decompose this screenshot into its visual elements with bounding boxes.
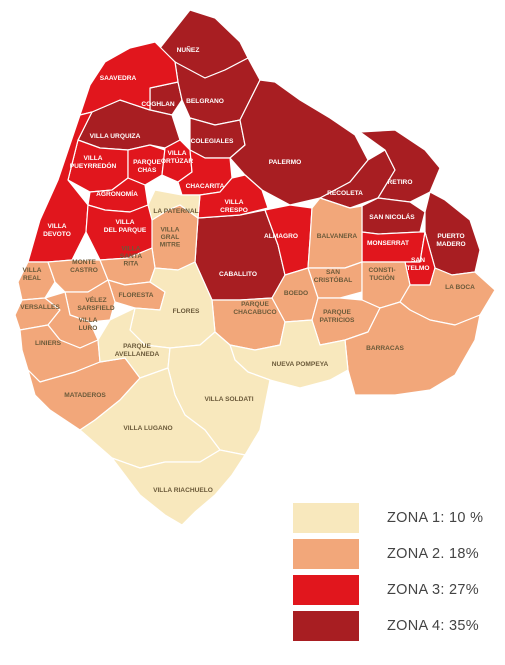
- region-barracas[interactable]: [344, 301, 481, 396]
- neighborhood-label-recoleta: RECOLETA: [327, 190, 363, 197]
- legend-swatch-zona1: [293, 503, 359, 533]
- legend-item: ZONA 1: 10 %: [293, 500, 493, 536]
- neighborhood-label-villa-soldati: VILLA SOLDATI: [204, 396, 253, 403]
- neighborhood-label-villa-santa-rita: VILLA SANTA RITA: [120, 245, 142, 267]
- neighborhood-label-versalles: VERSALLES: [20, 304, 60, 311]
- neighborhood-label-flores: FLORES: [173, 308, 200, 315]
- neighborhood-label-la-boca: LA BOCA: [445, 284, 475, 291]
- neighborhood-label-colegiales: COLEGIALES: [191, 138, 234, 145]
- legend: ZONA 1: 10 % ZONA 2. 18% ZONA 3: 27% ZON…: [293, 500, 493, 644]
- neighborhood-label-villa-pueyrredon: VILLA PUEYRREDÓN: [70, 155, 117, 170]
- legend-label: ZONA 4: 35%: [387, 618, 479, 634]
- neighborhood-label-floresta: FLORESTA: [118, 292, 153, 299]
- legend-swatch-zona3: [293, 575, 359, 605]
- region-villa-devoto[interactable]: [27, 111, 93, 263]
- neighborhood-label-villa-real: VILLA REAL: [22, 267, 41, 282]
- neighborhood-label-saavedra: SAAVEDRA: [100, 75, 137, 82]
- neighborhood-label-nunez: NUÑEZ: [177, 45, 200, 54]
- neighborhood-label-chacarita: CHACARITA: [186, 183, 225, 190]
- neighborhood-label-monserrat: MONSERRAT: [367, 240, 409, 247]
- neighborhood-label-mataderos: MATADEROS: [64, 392, 106, 399]
- neighborhood-label-villa-gral-mitre: VILLA GRAL MITRE: [160, 226, 181, 248]
- legend-swatch-zona4: [293, 611, 359, 641]
- neighborhood-label-velez-sarsfield: VÉLEZ SARSFIELD: [77, 295, 115, 312]
- legend-item: ZONA 4: 35%: [293, 608, 493, 644]
- neighborhood-label-parque-chacabuco: PARQUE CHACABUCO: [233, 301, 276, 316]
- neighborhood-label-villa-luro: VILLA LURO: [78, 317, 97, 332]
- neighborhood-label-balvanera: BALVANERA: [317, 233, 358, 240]
- neighborhood-label-san-cristobal: SAN CRISTÓBAL: [314, 269, 352, 284]
- neighborhood-label-coghlan: COGHLAN: [141, 101, 175, 108]
- neighborhood-label-belgrano: BELGRANO: [186, 98, 224, 105]
- legend-item: ZONA 3: 27%: [293, 572, 493, 608]
- neighborhood-label-villa-del-parque: VILLA DEL PARQUE: [104, 219, 147, 234]
- neighborhood-label-almagro: ALMAGRO: [264, 233, 298, 240]
- neighborhood-label-villa-lugano: VILLA LUGANO: [123, 425, 172, 432]
- neighborhood-label-parque-avellaneda: PARQUE AVELLANEDA: [115, 343, 160, 358]
- neighborhood-label-san-nicolas: SAN NICOLÁS: [369, 212, 415, 221]
- neighborhood-label-palermo: PALERMO: [269, 159, 301, 166]
- neighborhood-label-san-telmo: SAN TELMO: [406, 257, 429, 272]
- neighborhood-label-retiro: RETIRO: [388, 179, 413, 186]
- neighborhood-label-boedo: BOEDO: [284, 290, 308, 297]
- neighborhood-label-barracas: BARRACAS: [366, 345, 404, 352]
- neighborhood-label-constitucion: CONSTI-TUCIÓN: [368, 267, 395, 282]
- neighborhood-label-parque-chas: PARQUE CHAS: [133, 159, 161, 174]
- neighborhood-label-caballito: CABALLITO: [219, 271, 257, 278]
- region-la-paternal[interactable]: [147, 189, 201, 221]
- legend-swatch-zona2: [293, 539, 359, 569]
- neighborhood-label-parque-patricios: PARQUE PATRICIOS: [320, 309, 356, 324]
- region-villa-riachuelo[interactable]: [111, 449, 246, 526]
- region-saavedra[interactable]: [79, 41, 179, 116]
- region-retiro[interactable]: [359, 129, 441, 203]
- legend-label: ZONA 1: 10 %: [387, 510, 484, 526]
- neighborhood-label-monte-castro: MONTE CASTRO: [70, 259, 98, 274]
- legend-label: ZONA 3: 27%: [387, 582, 479, 598]
- neighborhood-labels: NUÑEZ SAAVEDRA COGHLAN BELGRANO VILLA URQUIZ…: [20, 45, 475, 494]
- neighborhood-label-villa-urquiza: VILLA URQUIZA: [90, 133, 141, 140]
- neighborhood-label-puerto-madero: PUERTO MADERO: [436, 233, 465, 248]
- neighborhood-label-nueva-pompeya: NUEVA POMPEYA: [272, 361, 329, 368]
- neighborhood-label-villa-riachuelo: VILLA RIACHUELO: [153, 487, 213, 494]
- neighborhood-label-villa-ortuzar: VILLA ORTÚZAR: [161, 150, 193, 165]
- neighborhood-label-liniers: LINIERS: [35, 340, 62, 347]
- neighborhood-regions: [14, 9, 496, 526]
- legend-label: ZONA 2. 18%: [387, 546, 479, 562]
- legend-item: ZONA 2. 18%: [293, 536, 493, 572]
- region-villa-crespo[interactable]: [197, 174, 269, 219]
- neighborhood-label-agronomia: AGRONOMÍA: [96, 189, 138, 198]
- neighborhood-label-la-paternal: LA PATERNAL: [153, 208, 198, 215]
- neighborhood-label-villa-crespo: VILLA CRESPO: [220, 199, 248, 214]
- neighborhood-label-villa-devoto: VILLA DEVOTO: [43, 223, 71, 238]
